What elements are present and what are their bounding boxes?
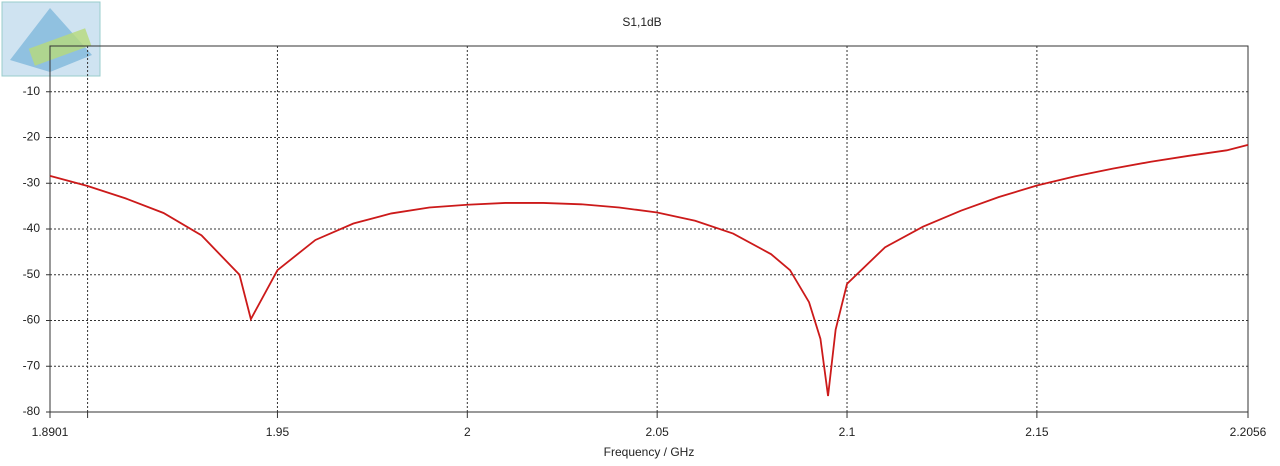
y-tick-label: -30 bbox=[23, 175, 41, 189]
x-tick-label: 2.2056 bbox=[1230, 425, 1267, 439]
y-tick-label: -80 bbox=[23, 404, 41, 418]
x-tick-label: 1.95 bbox=[266, 425, 290, 439]
y-tick-label: -40 bbox=[23, 221, 41, 235]
y-tick-label: -20 bbox=[23, 130, 41, 144]
logo-band bbox=[28, 28, 92, 66]
x-tick-label: 1.8901 bbox=[32, 425, 69, 439]
series-line bbox=[49, 143, 1249, 397]
x-tick-label: 2.1 bbox=[839, 425, 856, 439]
y-tick-label: -50 bbox=[23, 267, 41, 281]
chart-title: S1,1dB bbox=[622, 15, 661, 29]
y-tick-label: -10 bbox=[23, 84, 41, 98]
x-tick-label: 2.05 bbox=[645, 425, 669, 439]
y-tick-label: -70 bbox=[23, 358, 41, 372]
x-tick-label: 2.15 bbox=[1025, 425, 1049, 439]
plot-frame bbox=[49, 45, 1249, 413]
logo bbox=[1, 1, 101, 77]
x-tick-label: 2 bbox=[464, 425, 471, 439]
x-axis-label: Frequency / GHz bbox=[604, 445, 695, 459]
y-tick-label: -60 bbox=[23, 313, 41, 327]
logo-shape bbox=[10, 8, 92, 72]
